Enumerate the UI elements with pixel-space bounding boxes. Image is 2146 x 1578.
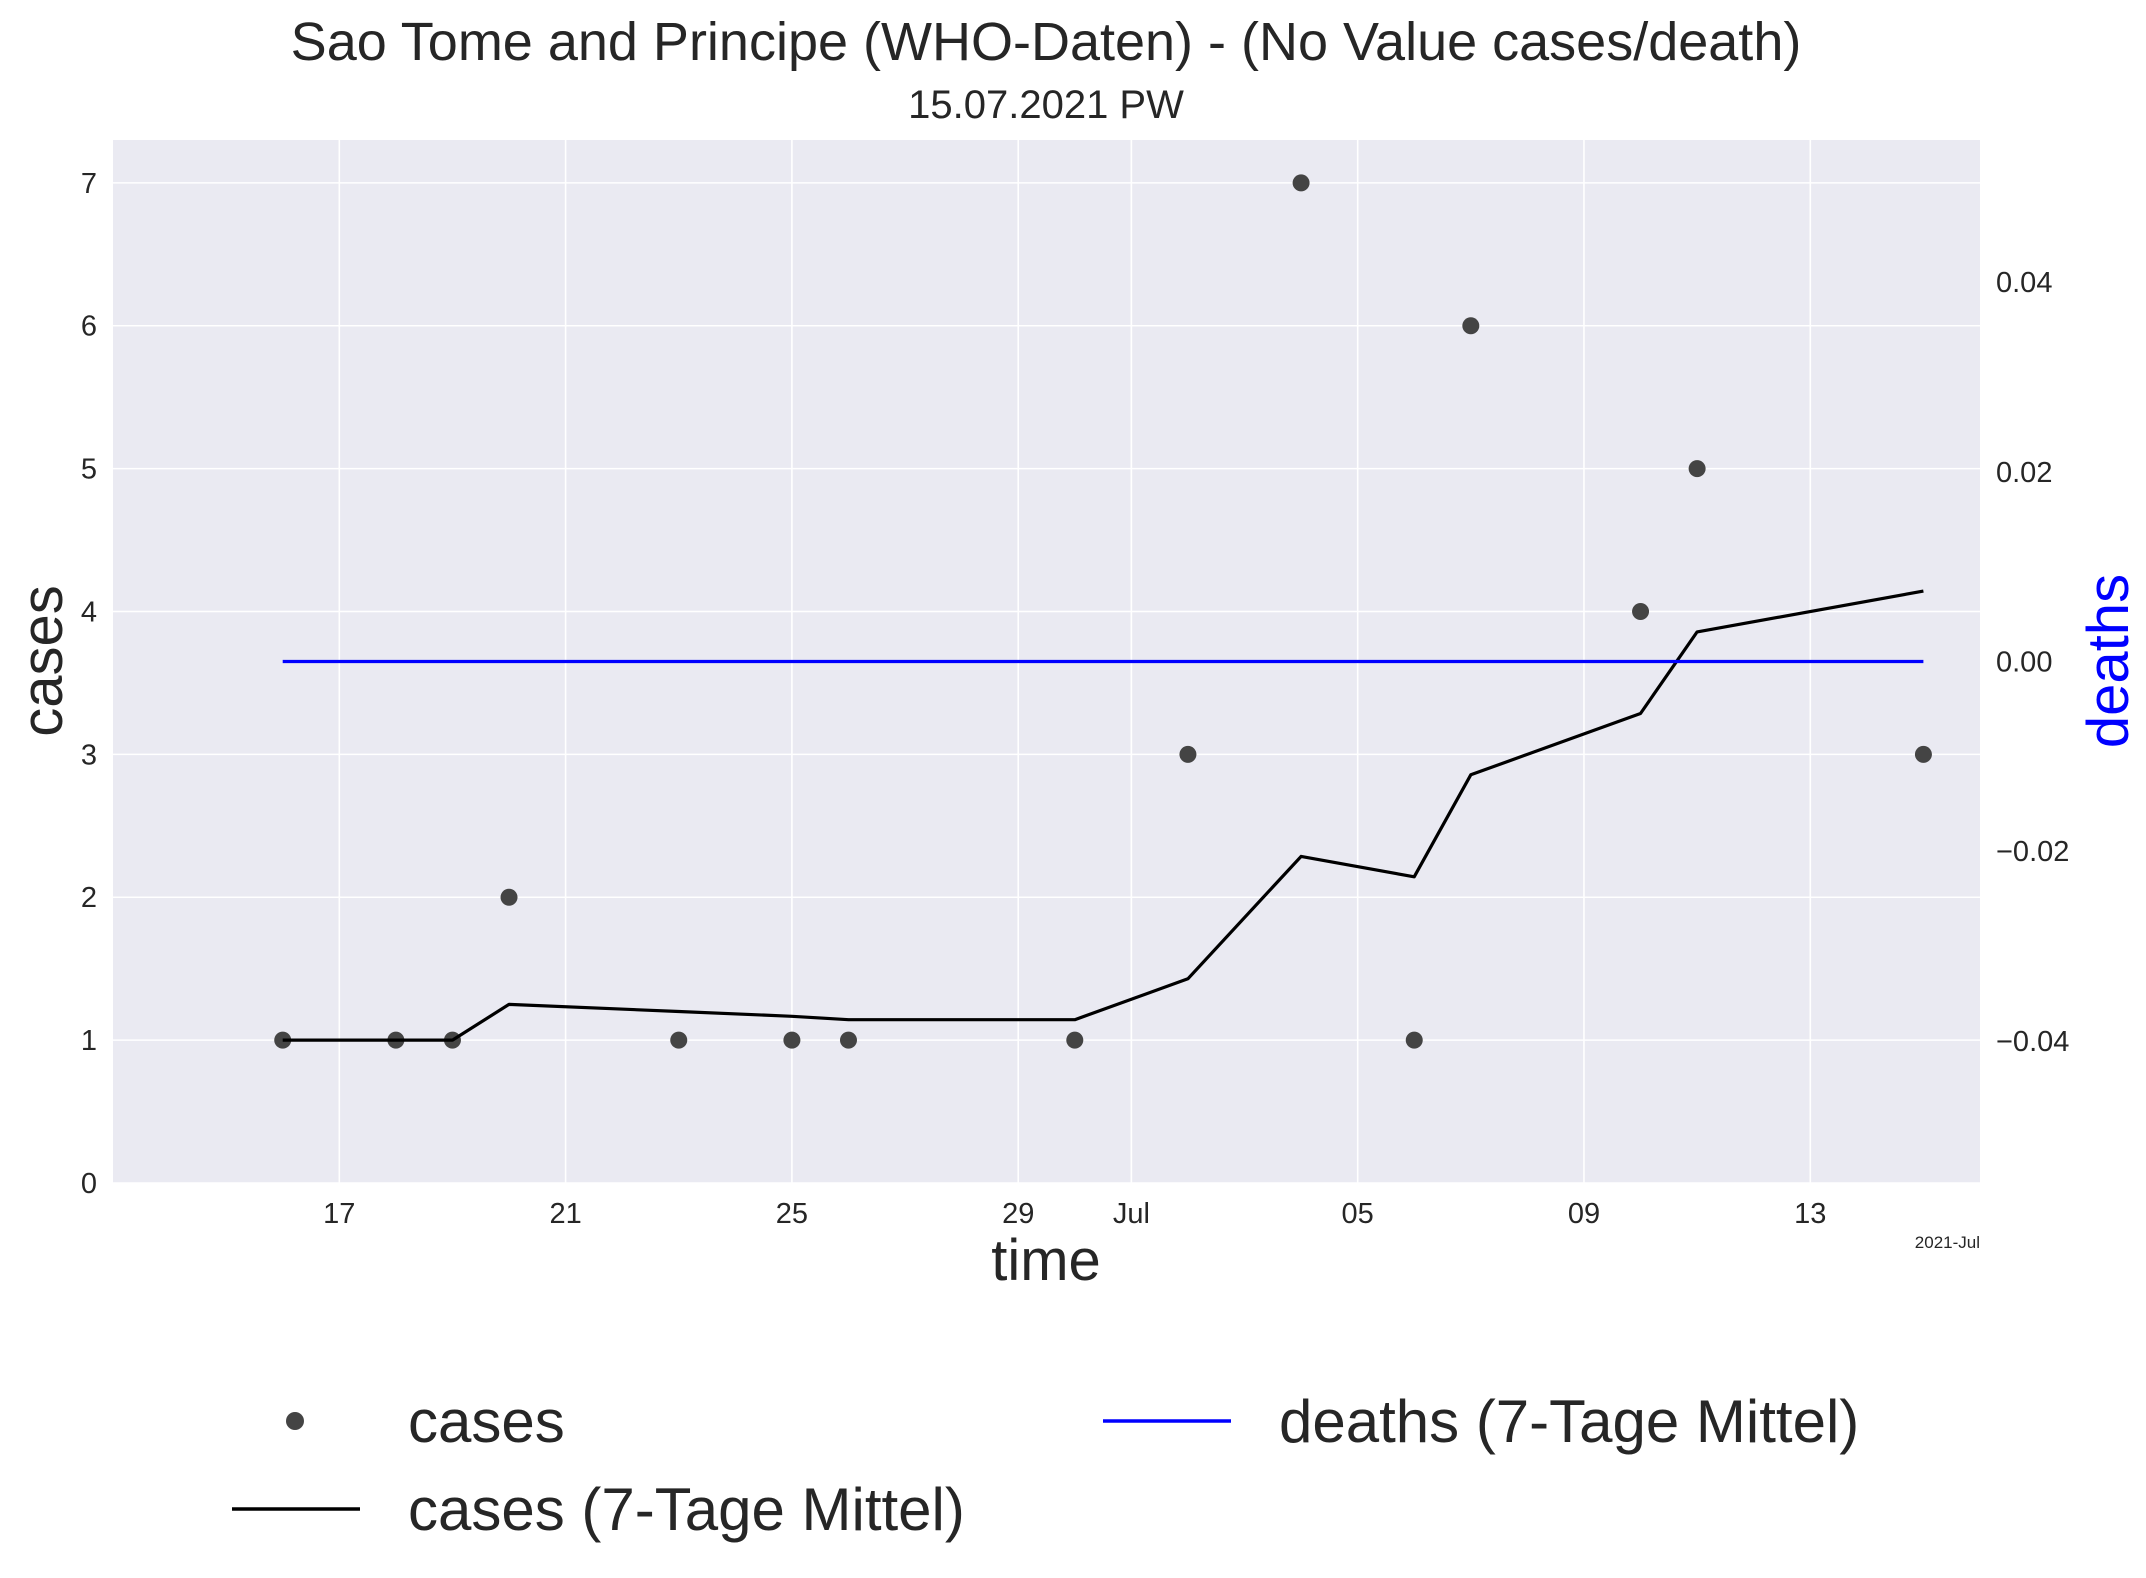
x-tick-label: Jul xyxy=(1113,1198,1150,1230)
y-tick-label-right: 0.02 xyxy=(1996,457,2052,489)
y-tick-label-left: 6 xyxy=(81,311,97,343)
y-tick-label-left: 1 xyxy=(81,1025,97,1057)
y-tick-label-left: 2 xyxy=(81,882,97,914)
data-point-cases xyxy=(783,1031,801,1049)
x-axis: 17 21 25 29 Jul 05 09 13 xyxy=(323,1198,1826,1230)
series-layer xyxy=(274,174,1932,1049)
x-tick-label: 25 xyxy=(776,1198,808,1230)
data-point-cases xyxy=(500,888,518,906)
legend-entry-cases-mean: cases (7-Tage Mittel) xyxy=(232,1476,965,1543)
legend-entry-cases: cases xyxy=(286,1388,565,1455)
x-offset-label: 2021-Jul xyxy=(1915,1233,1980,1252)
y-tick-label-left: 4 xyxy=(81,596,97,628)
y-tick-label-right: 0.00 xyxy=(1996,647,2052,679)
legend: cases cases (7-Tage Mittel) deaths (7-Ta… xyxy=(232,1388,1859,1543)
data-point-cases xyxy=(1462,317,1480,335)
data-point-cases xyxy=(1914,745,1932,763)
y-tick-label-left: 3 xyxy=(81,739,97,771)
x-tick-label: 05 xyxy=(1342,1198,1374,1230)
x-tick-label: 13 xyxy=(1794,1198,1826,1230)
y-tick-label-right: 0.04 xyxy=(1996,267,2052,299)
y-tick-label-right: −0.02 xyxy=(1996,836,2069,868)
x-axis-label: time xyxy=(991,1228,1101,1293)
y-axis-label-right: deaths xyxy=(2076,574,2141,748)
grid-lines xyxy=(113,140,1980,1184)
y-tick-label-left: 5 xyxy=(81,454,97,486)
data-point-cases xyxy=(1179,745,1197,763)
data-point-cases xyxy=(1292,174,1310,192)
legend-label-deaths-mean: deaths (7-Tage Mittel) xyxy=(1279,1388,1859,1455)
legend-marker-cases xyxy=(286,1412,304,1430)
y-tick-label-left: 7 xyxy=(81,168,97,200)
data-point-cases xyxy=(1632,602,1650,620)
x-tick-label: 29 xyxy=(1002,1198,1034,1230)
x-tick-label: 17 xyxy=(323,1198,355,1230)
x-tick-label: 21 xyxy=(549,1198,581,1230)
legend-label-cases: cases xyxy=(408,1388,565,1455)
chart-title: Sao Tome and Principe (WHO-Daten) - (No … xyxy=(291,12,1802,72)
legend-label-cases-mean: cases (7-Tage Mittel) xyxy=(408,1476,965,1543)
data-point-cases xyxy=(1405,1031,1423,1049)
y-axis-left: 0 1 2 3 4 5 6 7 xyxy=(81,168,97,1200)
data-point-cases xyxy=(670,1031,688,1049)
legend-entry-deaths-mean: deaths (7-Tage Mittel) xyxy=(1103,1388,1859,1455)
data-point-cases xyxy=(1066,1031,1084,1049)
y-tick-label-left: 0 xyxy=(81,1168,97,1200)
y-axis-right: −0.04 −0.02 0.00 0.02 0.04 xyxy=(1996,267,2069,1058)
chart-subtitle: 15.07.2021 PW xyxy=(908,83,1184,127)
x-tick-label: 09 xyxy=(1568,1198,1600,1230)
data-point-cases xyxy=(1688,460,1706,478)
y-tick-label-right: −0.04 xyxy=(1996,1026,2069,1058)
data-point-cases xyxy=(839,1031,857,1049)
series-line-cases-7-tage-mittel xyxy=(282,589,1924,1042)
y-axis-label-left: cases xyxy=(10,585,75,737)
